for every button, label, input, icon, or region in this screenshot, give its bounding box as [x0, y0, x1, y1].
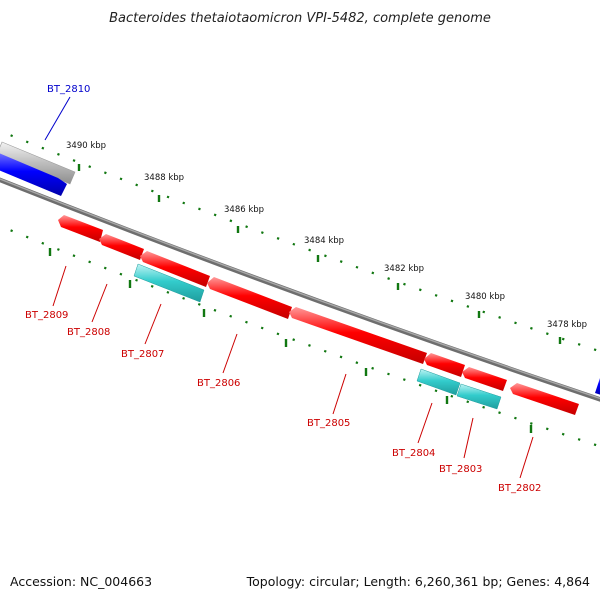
scale-label: 3484 kbp	[304, 236, 344, 246]
scale-label: 3480 kbp	[465, 292, 505, 302]
gene-label-bt2807[interactable]: BT_2807	[121, 349, 164, 360]
scale-label: 3486 kbp	[224, 205, 264, 215]
cyan-features	[133, 263, 502, 410]
pointer-line-bt2810	[44, 96, 71, 141]
pointer-line-bt2803	[463, 417, 474, 459]
pointer-line-bt2805	[332, 373, 347, 415]
pointer-line-bt2802	[519, 436, 534, 479]
map-title: Bacteroides thetaiotaomicron VPI-5482, c…	[109, 11, 491, 26]
gene-arrow-bt2807[interactable]	[140, 251, 210, 287]
gene-arrow-edge[interactable]	[595, 374, 600, 396]
scale-label: 3490 kbp	[66, 141, 106, 151]
gene-feature-cyan[interactable]	[133, 263, 205, 303]
gene-arrow-bt2804[interactable]	[424, 353, 465, 377]
gene-feature-cyan[interactable]	[456, 383, 502, 410]
scale-labels: 3490 kbp 3488 kbp 3486 kbp 3484 kbp 3482…	[66, 141, 587, 330]
gene-label-bt2806[interactable]: BT_2806	[197, 378, 240, 389]
gene-arrow-bt2805[interactable]	[289, 307, 427, 364]
label-pointers	[44, 96, 534, 479]
scale-label: 3488 kbp	[144, 173, 184, 183]
genome-backbone	[0, 177, 600, 402]
gene-label-bt2805[interactable]: BT_2805	[307, 418, 350, 429]
gene-label-bt2802[interactable]: BT_2802	[498, 483, 541, 494]
gene-arrow-bt2808[interactable]	[99, 234, 144, 260]
gene-arrow-bt2806[interactable]	[207, 277, 292, 319]
gene-arrow-bt2809[interactable]	[58, 215, 103, 242]
gene-labels: BT_2810 BT_2809 BT_2808 BT_2807 BT_2806 …	[25, 84, 541, 494]
pointer-line-bt2806	[222, 333, 238, 374]
scale-label: 3482 kbp	[384, 264, 424, 274]
major-ticks	[48, 164, 562, 433]
gene-label-bt2808[interactable]: BT_2808	[67, 327, 110, 338]
gene-arrow-bt2802[interactable]	[510, 383, 579, 415]
pointer-line-bt2807	[144, 303, 162, 345]
gene-label-bt2809[interactable]: BT_2809	[25, 310, 68, 321]
accession-text: Accession: NC_004663	[10, 574, 152, 589]
gene-label-bt2803[interactable]: BT_2803	[439, 464, 482, 475]
genome-summary-text: Topology: circular; Length: 6,260,361 bp…	[246, 574, 590, 589]
pointer-line-bt2804	[417, 402, 433, 444]
gene-label-bt2804[interactable]: BT_2804	[392, 448, 435, 459]
pointer-line-bt2808	[91, 283, 108, 323]
gene-arrow-bt2803[interactable]	[462, 367, 507, 391]
gene-feature-grey[interactable]	[0, 141, 76, 185]
gene-label-bt2810[interactable]: BT_2810	[47, 84, 90, 95]
reverse-genes	[58, 215, 579, 415]
gene-arrow-bt2810[interactable]	[0, 151, 67, 196]
gene-feature-cyan[interactable]	[416, 368, 461, 396]
pointer-line-bt2809	[52, 265, 67, 307]
scale-label: 3478 kbp	[547, 320, 587, 330]
